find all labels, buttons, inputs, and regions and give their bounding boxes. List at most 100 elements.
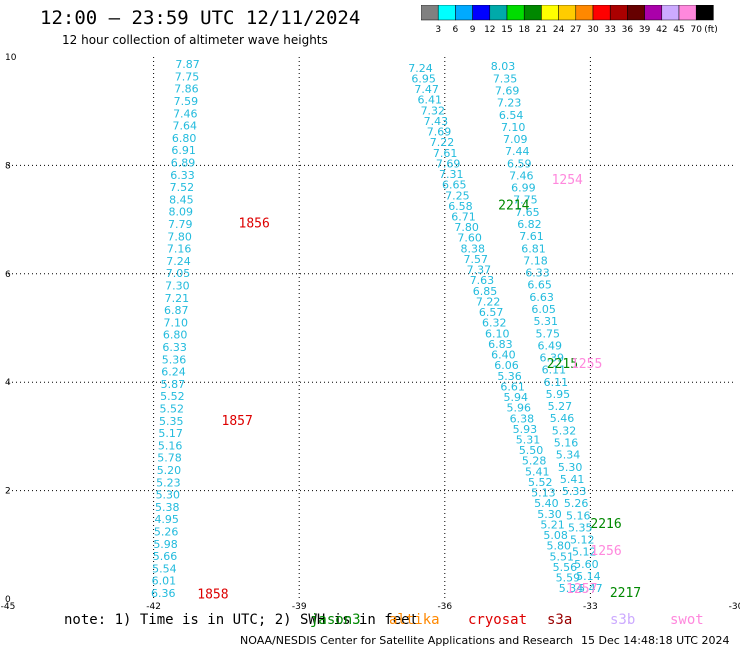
wave-height-point: 5.38 <box>155 501 180 514</box>
wave-height-point: 5.32 <box>552 424 577 437</box>
wave-height-point: 7.16 <box>167 243 192 256</box>
colorbar-label: 39 <box>639 25 651 35</box>
wave-height-point: 5.12 <box>572 546 597 559</box>
wave-height-point: 7.31 <box>439 168 464 181</box>
wave-height-point: 6.40 <box>491 349 516 362</box>
colorbar-label: 21 <box>536 25 547 35</box>
colorbar-unit: (ft) <box>704 25 718 35</box>
wave-height-point: 6.65 <box>442 179 467 192</box>
legend-item-swot: swot <box>670 612 704 628</box>
wave-height-point: 7.69 <box>427 126 452 139</box>
wave-height-point: 5.23 <box>156 476 181 489</box>
wave-height-point: 8.45 <box>169 193 194 206</box>
wave-height-point: 5.41 <box>560 473 585 486</box>
wave-height-point: 6.81 <box>521 242 546 255</box>
wave-height-point: 5.13 <box>531 487 556 500</box>
wave-height-point: 7.52 <box>170 181 195 194</box>
wave-height-point: 6.91 <box>171 144 196 157</box>
wave-height-point: 5.75 <box>535 327 560 340</box>
wave-height-point: 7.65 <box>515 206 540 219</box>
wave-height-point: 5.31 <box>533 315 558 328</box>
wave-height-point: 6.80 <box>163 329 188 342</box>
wave-height-point: 5.50 <box>519 444 544 457</box>
wave-height-point: 6.05 <box>531 303 556 316</box>
wave-height-point: 5.35 <box>159 415 184 428</box>
legend-item-cryosat: cryosat <box>468 612 528 628</box>
wave-height-point: 5.78 <box>157 452 182 465</box>
wave-height-point: 7.37 <box>467 264 492 277</box>
wave-height-point: 6.61 <box>500 380 525 393</box>
wave-height-point: 5.59 <box>556 572 581 585</box>
wave-height-point: 5.96 <box>507 402 532 415</box>
wave-height-point: 7.43 <box>424 115 449 128</box>
wave-height-point: 6.10 <box>485 327 510 340</box>
page-subtitle: 12 hour collection of altimeter wave hei… <box>62 33 328 47</box>
wave-height-point: 5.93 <box>513 423 538 436</box>
colorbar-label: 6 <box>453 25 459 35</box>
wave-height-point: 6.01 <box>152 575 177 588</box>
x-tick-label: -33 <box>583 602 598 610</box>
wave-height-point: 6.83 <box>488 338 513 351</box>
wave-height-point: 5.21 <box>540 518 565 531</box>
wave-height-point: 5.47 <box>578 582 603 595</box>
legend-item-jason3: jason3 <box>310 612 361 628</box>
wave-height-point: 7.80 <box>167 230 192 243</box>
wave-height-point: 5.30 <box>537 508 562 521</box>
colorbar-label: 30 <box>587 25 599 35</box>
wave-height-point: 5.30 <box>558 461 583 474</box>
colorbar-label: 36 <box>622 25 634 35</box>
x-tick-label: -42 <box>146 602 161 610</box>
wave-height-point: 7.35 <box>493 72 518 85</box>
time-annotation: 1254 <box>552 173 583 188</box>
wave-height-point: 6.49 <box>538 339 563 352</box>
colorbar-label: 33 <box>604 25 615 35</box>
wave-height-point: 6.39 <box>540 352 565 365</box>
wave-height-point: 7.57 <box>464 253 489 266</box>
wave-height-point: 5.34 <box>559 582 584 595</box>
y-tick-label: 4 <box>5 378 11 388</box>
wave-height-point: 6.95 <box>411 72 436 85</box>
wave-height-point: 6.11 <box>544 376 569 389</box>
y-tick-label: 10 <box>5 53 17 63</box>
legend-item-s3b: s3b <box>610 612 636 628</box>
wave-height-point: 6.36 <box>151 587 176 600</box>
wave-height-point: 8.09 <box>169 206 194 219</box>
colorbar-label: 3 <box>435 25 441 35</box>
colorbar-label: 9 <box>470 25 476 35</box>
wave-height-point: 5.95 <box>546 388 571 401</box>
wave-height-point: 7.05 <box>166 267 191 280</box>
wave-height-point: 5.30 <box>156 489 181 502</box>
wave-height-point: 6.33 <box>162 341 187 354</box>
wave-height-point: 5.52 <box>160 403 185 416</box>
time-annotation: 2215 <box>547 357 578 372</box>
x-tick-label: -30 <box>729 602 740 610</box>
wave-height-point: 8.03 <box>491 60 516 73</box>
wave-height-point: 6.06 <box>494 359 519 372</box>
wave-height-point: 5.26 <box>564 497 589 510</box>
wave-height-point: 6.59 <box>507 157 532 170</box>
wave-height-point: 6.54 <box>499 109 524 122</box>
x-tick-label: -39 <box>292 602 307 610</box>
wave-height-point: 7.86 <box>174 83 199 96</box>
colorbar-label: 15 <box>501 25 512 35</box>
wave-height-point: 7.59 <box>174 95 199 108</box>
wave-height-point: 6.85 <box>473 285 498 298</box>
wave-height-point: 5.98 <box>153 538 178 551</box>
wave-height-point: 5.66 <box>153 550 178 563</box>
y-tick-label: 0 <box>5 595 11 605</box>
colorbar-label: 27 <box>570 25 581 35</box>
wave-height-point: 6.80 <box>172 132 197 145</box>
wave-height-point: 5.31 <box>516 433 541 446</box>
wave-height-point: 7.79 <box>168 218 193 231</box>
wave-height-point: 5.08 <box>543 529 568 542</box>
time-annotation: 1858 <box>197 588 228 603</box>
time-annotation: 1856 <box>239 216 270 231</box>
page-title: 12:00 – 23:59 UTC 12/11/2024 <box>40 7 361 29</box>
wave-height-point: 6.71 <box>451 211 476 224</box>
wave-height-point: 6.89 <box>171 156 196 169</box>
colorbar-label: 12 <box>484 25 495 35</box>
wave-height-point: 6.24 <box>161 366 186 379</box>
y-tick-label: 2 <box>5 487 11 497</box>
wave-height-point: 5.80 <box>546 540 571 553</box>
wave-height-point: 7.64 <box>173 120 198 133</box>
